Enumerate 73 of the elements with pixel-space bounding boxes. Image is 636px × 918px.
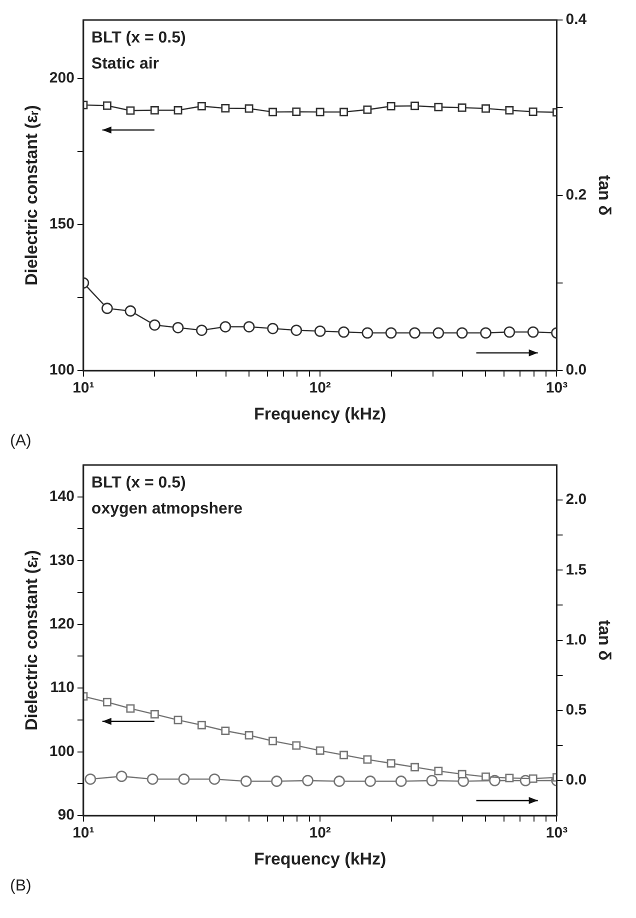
- point: [174, 716, 182, 724]
- y-tick-label: 100: [49, 742, 74, 760]
- y-axis-title: Dielectric constant (εᵣ): [22, 550, 41, 731]
- point: [150, 710, 159, 718]
- y-tick-label: 130: [49, 552, 74, 569]
- y2-tick-label: 0.0: [566, 772, 587, 789]
- y-tick-label: 140: [49, 488, 74, 506]
- y2-tick-label: 1.5: [566, 561, 587, 578]
- point: [244, 731, 254, 740]
- point: [482, 772, 490, 781]
- point: [267, 322, 278, 334]
- text: (B): [10, 877, 32, 894]
- y2-axis-title: tan δ: [595, 175, 614, 216]
- point: [101, 302, 113, 314]
- point: [220, 321, 232, 332]
- y2-tick-label: 1.0: [566, 631, 587, 648]
- point: [268, 736, 277, 746]
- point: [221, 726, 230, 736]
- annotation: Static air: [91, 55, 160, 72]
- point: [197, 720, 206, 730]
- y2-tick-label: 0.5: [566, 702, 587, 719]
- text: (A): [10, 432, 32, 450]
- annotation: oxygen atmopshere: [91, 500, 243, 518]
- point: [456, 327, 468, 339]
- point: [410, 762, 419, 772]
- y2-tick-label: 0.0: [566, 362, 587, 379]
- point: [409, 327, 420, 339]
- y2-tick-label: 2.0: [566, 491, 587, 508]
- y-tick-label: 110: [50, 679, 74, 696]
- point: [480, 327, 492, 339]
- point: [292, 741, 301, 750]
- point: [386, 759, 396, 768]
- point: [243, 321, 255, 332]
- x-tick-label: 10²: [309, 824, 331, 842]
- point: [432, 327, 444, 339]
- y-tick-label: 200: [49, 70, 74, 87]
- point: [385, 327, 397, 339]
- point: [363, 755, 372, 764]
- x-tick-label: 10¹: [72, 380, 94, 397]
- point: [505, 774, 514, 782]
- point: [362, 327, 374, 339]
- point: [504, 326, 516, 338]
- x-tick-label: 10³: [546, 380, 568, 397]
- point: [172, 322, 184, 334]
- point: [434, 766, 443, 776]
- point: [290, 324, 302, 336]
- point: [527, 326, 539, 338]
- point: [340, 750, 348, 760]
- annotation: BLT (x = 0.5): [91, 29, 186, 46]
- annotation: BLT (x = 0.5): [91, 474, 186, 492]
- x-tick-label: 10³: [546, 824, 568, 842]
- y-tick-label: 90: [58, 806, 74, 824]
- point: [126, 704, 135, 713]
- point: [314, 325, 326, 337]
- point: [148, 319, 160, 331]
- y2-tick-label: 0.4: [566, 11, 588, 28]
- x-axis-title: Frequency (kHz): [254, 404, 386, 424]
- point: [124, 305, 136, 317]
- point: [196, 324, 208, 336]
- y2-tick-label: 0.2: [566, 186, 587, 204]
- point: [528, 774, 538, 783]
- point: [102, 698, 112, 706]
- y-tick-label: 100: [49, 362, 74, 379]
- point: [458, 770, 466, 778]
- point: [338, 326, 350, 338]
- x-tick-label: 10²: [309, 380, 331, 397]
- x-tick-label: 10¹: [72, 824, 94, 842]
- point: [316, 746, 324, 755]
- y-tick-label: 150: [49, 216, 74, 233]
- y-tick-label: 120: [49, 616, 74, 633]
- y-axis-title: Dielectric constant (εᵣ): [22, 105, 41, 286]
- x-axis-title: Frequency (kHz): [254, 849, 386, 868]
- y2-axis-title: tan δ: [595, 620, 614, 661]
